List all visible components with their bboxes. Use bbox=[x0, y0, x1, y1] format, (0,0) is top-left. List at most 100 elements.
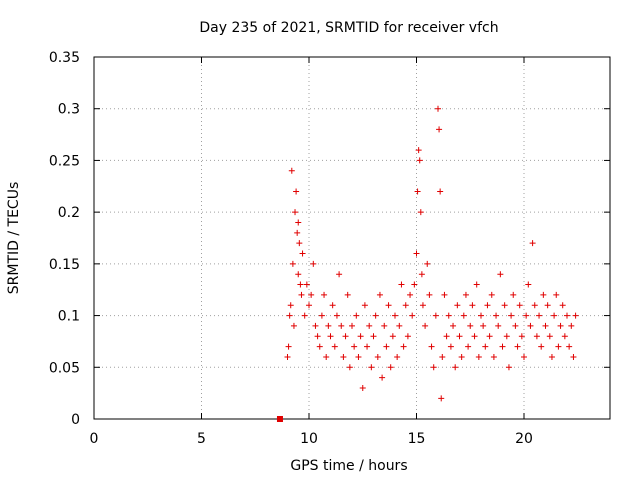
data-point bbox=[417, 209, 424, 216]
x-tick-label: 10 bbox=[300, 431, 318, 447]
data-point bbox=[540, 291, 547, 298]
data-point-marker bbox=[557, 322, 564, 329]
data-point-marker bbox=[299, 250, 306, 257]
data-point bbox=[306, 302, 312, 309]
data-point bbox=[441, 291, 448, 298]
data-point bbox=[321, 291, 328, 298]
data-point-marker bbox=[400, 343, 407, 350]
data-point bbox=[436, 126, 443, 133]
data-point-marker bbox=[467, 322, 474, 329]
data-point-marker bbox=[546, 333, 553, 340]
data-point-marker bbox=[346, 364, 353, 371]
data-point bbox=[469, 302, 476, 309]
data-point-marker bbox=[521, 353, 527, 360]
data-point-marker bbox=[294, 229, 301, 236]
data-point bbox=[398, 281, 405, 288]
data-point bbox=[392, 312, 398, 319]
data-point-marker bbox=[312, 322, 319, 329]
data-point-marker bbox=[385, 302, 392, 309]
data-point-marker bbox=[290, 322, 297, 329]
data-point-marker bbox=[415, 147, 422, 154]
data-point-marker bbox=[450, 322, 457, 329]
data-point-marker bbox=[327, 333, 334, 340]
data-point bbox=[516, 302, 523, 309]
data-point bbox=[316, 343, 323, 350]
data-point-marker bbox=[471, 333, 478, 340]
data-point bbox=[287, 302, 294, 309]
data-point-marker bbox=[295, 219, 302, 226]
data-point bbox=[366, 322, 373, 329]
data-point bbox=[286, 312, 293, 319]
data-point-marker bbox=[366, 322, 373, 329]
data-point-marker bbox=[505, 364, 512, 371]
data-point bbox=[289, 260, 296, 267]
data-point-marker bbox=[525, 281, 532, 288]
data-point bbox=[357, 333, 364, 340]
y-axis-title: SRMTID / TECUs bbox=[6, 182, 22, 295]
data-point bbox=[404, 333, 411, 340]
data-point bbox=[414, 188, 421, 195]
data-point-marker bbox=[293, 188, 300, 195]
y-tick-label: 0.2 bbox=[58, 205, 80, 221]
data-point bbox=[497, 271, 504, 278]
data-point bbox=[400, 343, 407, 350]
data-point bbox=[462, 291, 469, 298]
data-point bbox=[493, 312, 500, 319]
data-point-marker bbox=[289, 260, 296, 267]
data-point bbox=[407, 291, 414, 298]
data-point-marker bbox=[561, 333, 568, 340]
data-point bbox=[533, 333, 540, 340]
data-point-marker bbox=[430, 364, 437, 371]
data-point bbox=[499, 343, 506, 350]
data-point-marker bbox=[531, 302, 538, 309]
data-point-marker bbox=[396, 322, 403, 329]
data-point bbox=[551, 312, 558, 319]
data-point-marker bbox=[349, 322, 355, 329]
data-point-marker bbox=[536, 312, 543, 319]
data-point-marker bbox=[426, 291, 433, 298]
data-point bbox=[329, 302, 336, 309]
data-point-marker bbox=[553, 291, 560, 298]
data-point-marker bbox=[413, 250, 420, 257]
data-point bbox=[456, 333, 463, 340]
data-point bbox=[276, 416, 283, 422]
data-point-marker bbox=[370, 333, 377, 340]
data-point-marker bbox=[383, 343, 390, 350]
data-point-marker bbox=[465, 343, 472, 350]
data-point-marker bbox=[447, 343, 454, 350]
data-point bbox=[458, 353, 465, 360]
data-point bbox=[478, 312, 484, 319]
data-point bbox=[518, 333, 525, 340]
data-point-marker bbox=[551, 312, 558, 319]
data-point-marker bbox=[306, 302, 312, 309]
data-point bbox=[284, 353, 291, 360]
data-point-marker bbox=[424, 260, 431, 267]
data-point-marker bbox=[527, 322, 534, 329]
data-point bbox=[383, 343, 390, 350]
y-tick-label: 0.35 bbox=[49, 50, 80, 66]
data-point-marker bbox=[478, 312, 484, 319]
data-point-marker bbox=[301, 312, 308, 319]
y-tick-label: 0.15 bbox=[49, 257, 80, 273]
data-point bbox=[409, 312, 416, 319]
data-point bbox=[555, 343, 562, 350]
data-point-marker bbox=[353, 312, 360, 319]
data-point bbox=[553, 291, 560, 298]
data-point-marker bbox=[336, 271, 343, 278]
data-point-marker bbox=[460, 312, 467, 319]
data-point-marker bbox=[344, 291, 351, 298]
data-point-marker bbox=[295, 271, 302, 278]
data-point-marker bbox=[495, 322, 502, 329]
data-point bbox=[508, 312, 515, 319]
data-point bbox=[546, 333, 553, 340]
x-tick-label: 15 bbox=[408, 431, 426, 447]
data-point bbox=[418, 271, 425, 278]
data-point bbox=[512, 322, 519, 329]
data-point bbox=[285, 343, 292, 350]
data-point bbox=[501, 302, 508, 309]
data-point bbox=[424, 260, 431, 267]
y-tick-label: 0 bbox=[71, 412, 80, 428]
data-point-marker bbox=[548, 353, 555, 360]
data-point bbox=[312, 322, 319, 329]
